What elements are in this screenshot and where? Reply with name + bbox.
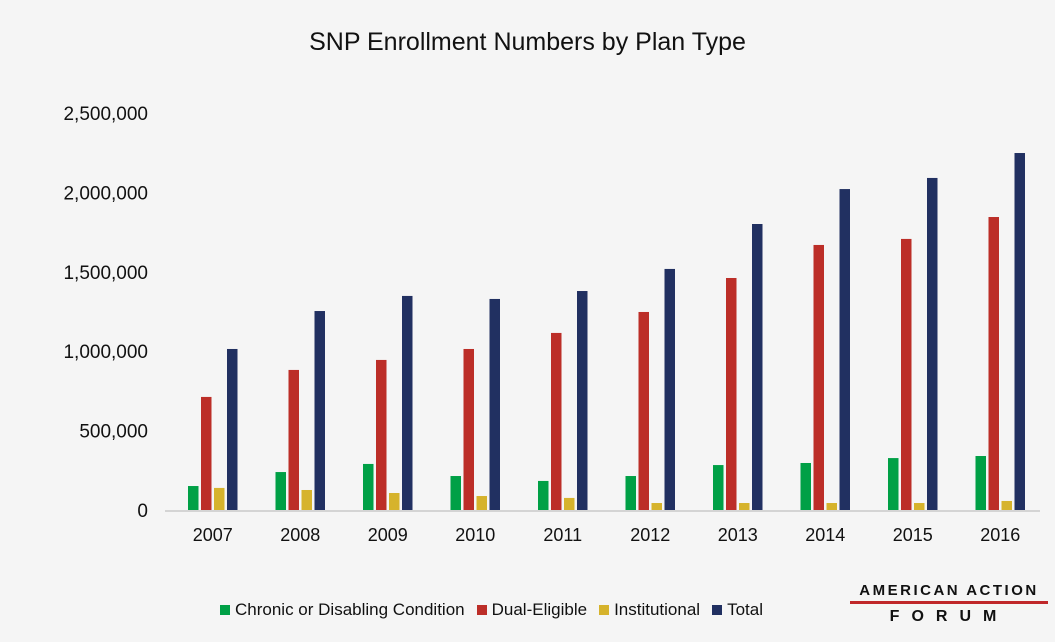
legend-swatch — [712, 605, 723, 615]
bar-institutional-2013 — [739, 503, 750, 510]
y-tick-label: 1,000,000 — [63, 342, 148, 363]
bar-chronic-or-disabling-condition-2007 — [188, 486, 199, 510]
x-tick-label: 2011 — [543, 525, 582, 545]
bar-institutional-2015 — [914, 503, 925, 510]
bar-dual-eligible-2015 — [901, 238, 912, 510]
american-action-forum-logo: AMERICAN ACTION FORUM — [850, 582, 1048, 626]
bar-total-2012 — [664, 268, 675, 510]
bar-institutional-2011 — [564, 497, 575, 510]
bar-dual-eligible-2013 — [726, 277, 737, 510]
bar-chronic-or-disabling-condition-2009 — [363, 463, 374, 510]
x-tick-label: 2014 — [805, 525, 845, 545]
bar-total-2010 — [489, 298, 500, 510]
bar-institutional-2010 — [476, 496, 487, 510]
legend-swatch — [476, 605, 487, 615]
bar-chart: 0 500,000 1,000,000 1,500,000 2,000,000 2,500… — [63, 104, 1040, 545]
y-tick-label: 0 — [137, 501, 148, 522]
bar-total-2016 — [1014, 153, 1025, 511]
x-tick-label: 2010 — [455, 525, 495, 545]
x-tick-label: 2007 — [193, 525, 233, 545]
y-tick-label: 2,500,000 — [63, 104, 148, 125]
bar-dual-eligible-2009 — [376, 359, 387, 510]
bar-total-2014 — [839, 189, 850, 511]
legend-label: Total — [727, 600, 763, 619]
logo-line1: AMERICAN ACTION — [859, 582, 1039, 599]
bar-chronic-or-disabling-condition-2010 — [450, 476, 461, 510]
legend-item: Institutional — [599, 600, 700, 620]
y-tick-label: 1,500,000 — [63, 263, 148, 284]
bar-institutional-2012 — [651, 503, 662, 510]
bar-institutional-2014 — [826, 503, 837, 510]
bar-chronic-or-disabling-condition-2008 — [275, 472, 286, 510]
bar-dual-eligible-2008 — [288, 369, 299, 510]
legend-label: Chronic or Disabling Condition — [235, 600, 465, 619]
x-tick-label: 2008 — [280, 525, 320, 545]
bar-total-2015 — [927, 177, 938, 510]
bar-chronic-or-disabling-condition-2011 — [538, 480, 549, 510]
bar-dual-eligible-2011 — [551, 332, 562, 510]
bar-chronic-or-disabling-condition-2014 — [800, 462, 811, 510]
y-tick-label: 2,000,000 — [63, 183, 148, 204]
legend-item: Total — [712, 600, 763, 620]
x-tick-label: 2012 — [630, 525, 670, 545]
bar-institutional-2009 — [389, 493, 400, 510]
bar-total-2013 — [752, 224, 763, 510]
legend-swatch — [599, 605, 610, 615]
bar-dual-eligible-2010 — [463, 348, 474, 510]
bar-dual-eligible-2014 — [813, 244, 824, 510]
x-tick-label: 2009 — [368, 525, 408, 545]
y-tick-label: 500,000 — [79, 422, 148, 443]
bar-chronic-or-disabling-condition-2013 — [713, 465, 724, 510]
bar-institutional-2008 — [301, 489, 312, 510]
legend-label: Dual-Eligible — [491, 600, 588, 619]
bar-chronic-or-disabling-condition-2016 — [975, 456, 986, 510]
x-tick-label: 2016 — [980, 525, 1020, 545]
legend-label: Institutional — [614, 600, 701, 619]
bar-dual-eligible-2012 — [638, 311, 649, 510]
bar-total-2008 — [314, 311, 325, 510]
chart-title: SNP Enrollment Numbers by Plan Type — [309, 28, 746, 56]
bar-institutional-2007 — [214, 487, 225, 510]
bar-dual-eligible-2016 — [988, 217, 999, 510]
bar-dual-eligible-2007 — [201, 396, 212, 510]
bar-chronic-or-disabling-condition-2015 — [888, 458, 899, 510]
bar-total-2011 — [577, 291, 588, 510]
x-tick-label: 2015 — [893, 525, 933, 545]
logo-line2: FORUM — [889, 608, 1009, 625]
bar-institutional-2016 — [1001, 500, 1012, 510]
bar-total-2007 — [227, 348, 238, 510]
bar-total-2009 — [402, 295, 413, 510]
x-tick-label: 2013 — [718, 525, 758, 545]
legend-item: Chronic or Disabling Condition — [220, 600, 465, 620]
logo-rule — [850, 601, 1048, 604]
bar-chronic-or-disabling-condition-2012 — [625, 476, 636, 510]
legend: Chronic or Disabling Condition Dual-Elig… — [220, 600, 775, 620]
legend-item: Dual-Eligible — [476, 600, 588, 620]
legend-swatch — [220, 605, 230, 615]
